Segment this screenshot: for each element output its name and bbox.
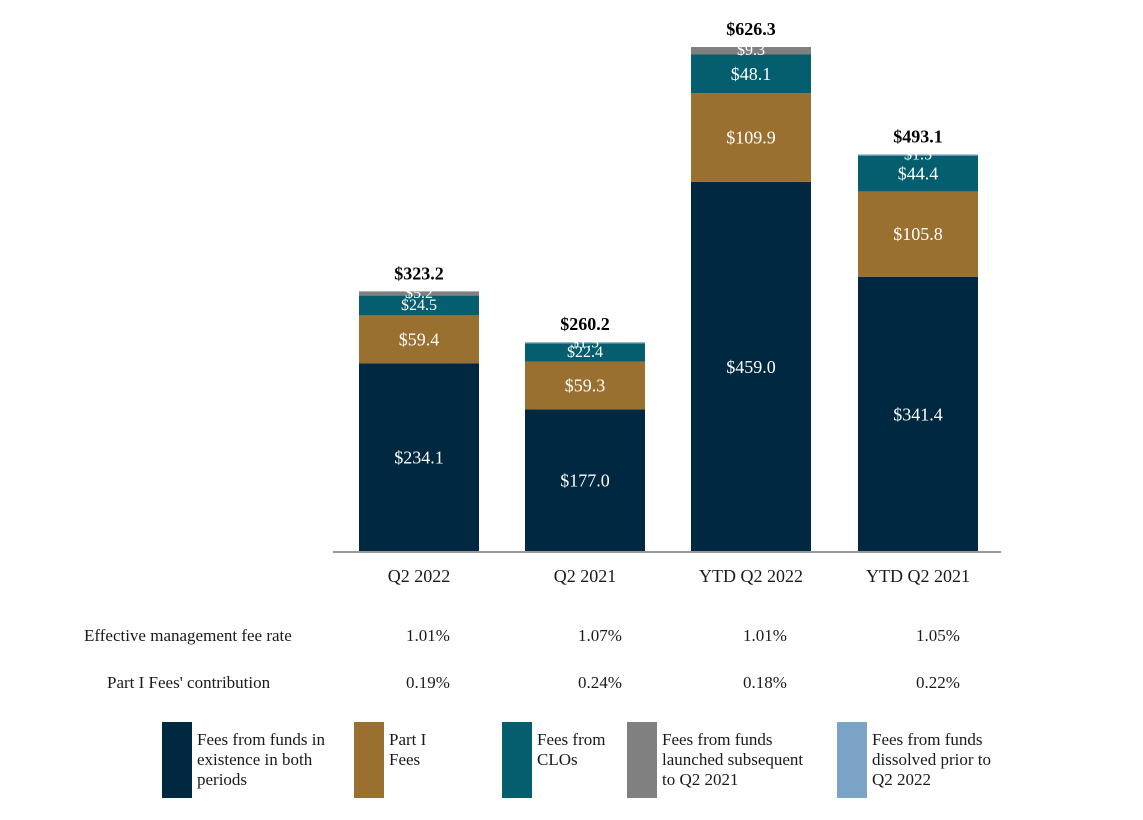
bar-segment-part1 <box>691 93 811 182</box>
metric-label: Effective management fee rate <box>84 626 292 645</box>
metric-value: 1.05% <box>916 626 960 645</box>
data-label: $48.1 <box>731 64 772 84</box>
data-label: $1.5 <box>571 334 599 351</box>
bar-segment-part1 <box>525 361 645 410</box>
metric-value: 0.18% <box>743 673 787 692</box>
legend-item-launched-funds: Fees from funds launched subsequent to Q… <box>627 720 832 800</box>
legend-label: Part I Fees <box>389 730 427 769</box>
bar-segment-clo <box>691 54 811 94</box>
legend-swatch <box>502 722 532 798</box>
data-label: $22.4 <box>567 344 603 361</box>
legend-swatch <box>627 722 657 798</box>
data-label: $109.9 <box>726 128 776 148</box>
legend-label: Fees from CLOs <box>537 730 606 769</box>
legend-label: Fees from funds in existence in both per… <box>197 730 325 789</box>
data-label: $177.0 <box>560 471 610 491</box>
legend-item-existing-funds: Fees from funds in existence in both per… <box>162 720 352 800</box>
bar-segment-clo <box>525 343 645 362</box>
data-label: $24.5 <box>401 297 437 314</box>
bar-segment-existing <box>359 363 479 552</box>
category-tick-label: YTD Q2 2021 <box>866 566 970 586</box>
metric-value: 0.22% <box>916 673 960 692</box>
metric-value: 1.07% <box>578 626 622 645</box>
total-label: $260.2 <box>560 314 610 334</box>
metric-value: 1.01% <box>743 626 787 645</box>
legend-swatch <box>354 722 384 798</box>
legend-item-part1-fees: Part I Fees <box>354 720 494 800</box>
bar-segment-launched <box>359 291 479 296</box>
legend-swatch <box>162 722 192 798</box>
bar-segment-part1 <box>359 315 479 364</box>
total-label: $323.2 <box>394 263 444 283</box>
bar-segment-existing <box>858 276 978 552</box>
metric-value: 0.19% <box>406 673 450 692</box>
data-label: $9.3 <box>737 42 765 59</box>
data-label: $341.4 <box>893 404 943 424</box>
metric-value: 1.01% <box>406 626 450 645</box>
bar-segment-clo <box>359 295 479 316</box>
data-label: $234.1 <box>394 448 444 468</box>
category-tick-label: YTD Q2 2022 <box>699 566 803 586</box>
bar-segment-clo <box>858 155 978 192</box>
metric-row-part1-contribution: Part I Fees' contribution 0.19% 0.24% 0.… <box>0 673 1143 697</box>
data-label: $5.2 <box>405 285 433 302</box>
legend-swatch <box>837 722 867 798</box>
bar-segment-existing <box>525 409 645 552</box>
metric-row-fee-rate: Effective management fee rate 1.01% 1.07… <box>0 626 1143 650</box>
metric-value: 0.24% <box>578 673 622 692</box>
legend-label: Fees from funds dissolved prior to Q2 20… <box>872 730 991 789</box>
total-label: $626.3 <box>726 19 776 39</box>
data-label: $59.3 <box>565 375 606 395</box>
data-label: $459.0 <box>726 357 776 377</box>
bar-segment-dissolved <box>525 342 645 344</box>
category-tick-label: Q2 2021 <box>554 566 617 586</box>
data-label: $44.4 <box>898 164 939 184</box>
data-label: $59.4 <box>399 329 440 349</box>
data-label: $105.8 <box>893 224 943 244</box>
metric-label: Part I Fees' contribution <box>107 673 271 692</box>
legend-item-dissolved-funds: Fees from funds dissolved prior to Q2 20… <box>837 720 1017 800</box>
bar-segment-dissolved <box>858 154 978 156</box>
category-tick-label: Q2 2022 <box>388 566 451 586</box>
legend-label: Fees from funds launched subsequent to Q… <box>662 730 804 789</box>
bar-segment-existing <box>691 181 811 552</box>
legend-item-clo-fees: Fees from CLOs <box>502 720 622 800</box>
data-label: $1.5 <box>904 147 932 164</box>
bar-segment-part1 <box>858 191 978 277</box>
total-label: $493.1 <box>893 126 943 146</box>
bar-segment-launched <box>691 47 811 55</box>
